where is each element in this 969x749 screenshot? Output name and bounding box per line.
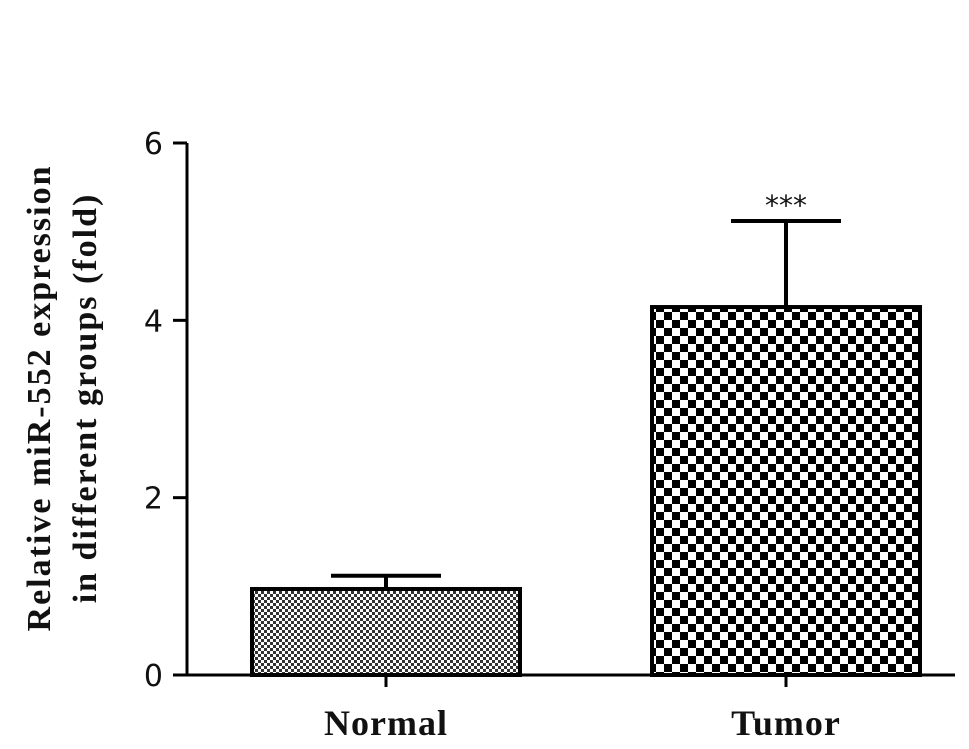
y-axis-label-line-2: in different groups (fold)	[67, 193, 104, 604]
significance-annotation: ***	[765, 189, 807, 222]
y-axis-label: Relative miR-552 expression in different…	[21, 165, 104, 632]
y-tick-label-4: 4	[144, 304, 163, 339]
bar-normal	[250, 586, 522, 678]
x-tick-label-normal: Normal	[324, 703, 448, 743]
y-tick-label-2: 2	[144, 482, 163, 517]
y-axis-label-line-1: Relative miR-552 expression	[21, 165, 58, 632]
y-tick-label-6: 6	[144, 127, 163, 162]
bar-tumor	[650, 305, 922, 677]
x-tick-label-tumor: Tumor	[731, 703, 841, 743]
plot-area: Normal *** Tumor 0 2 4 6	[144, 127, 955, 743]
y-tick-label-0: 0	[144, 659, 163, 694]
